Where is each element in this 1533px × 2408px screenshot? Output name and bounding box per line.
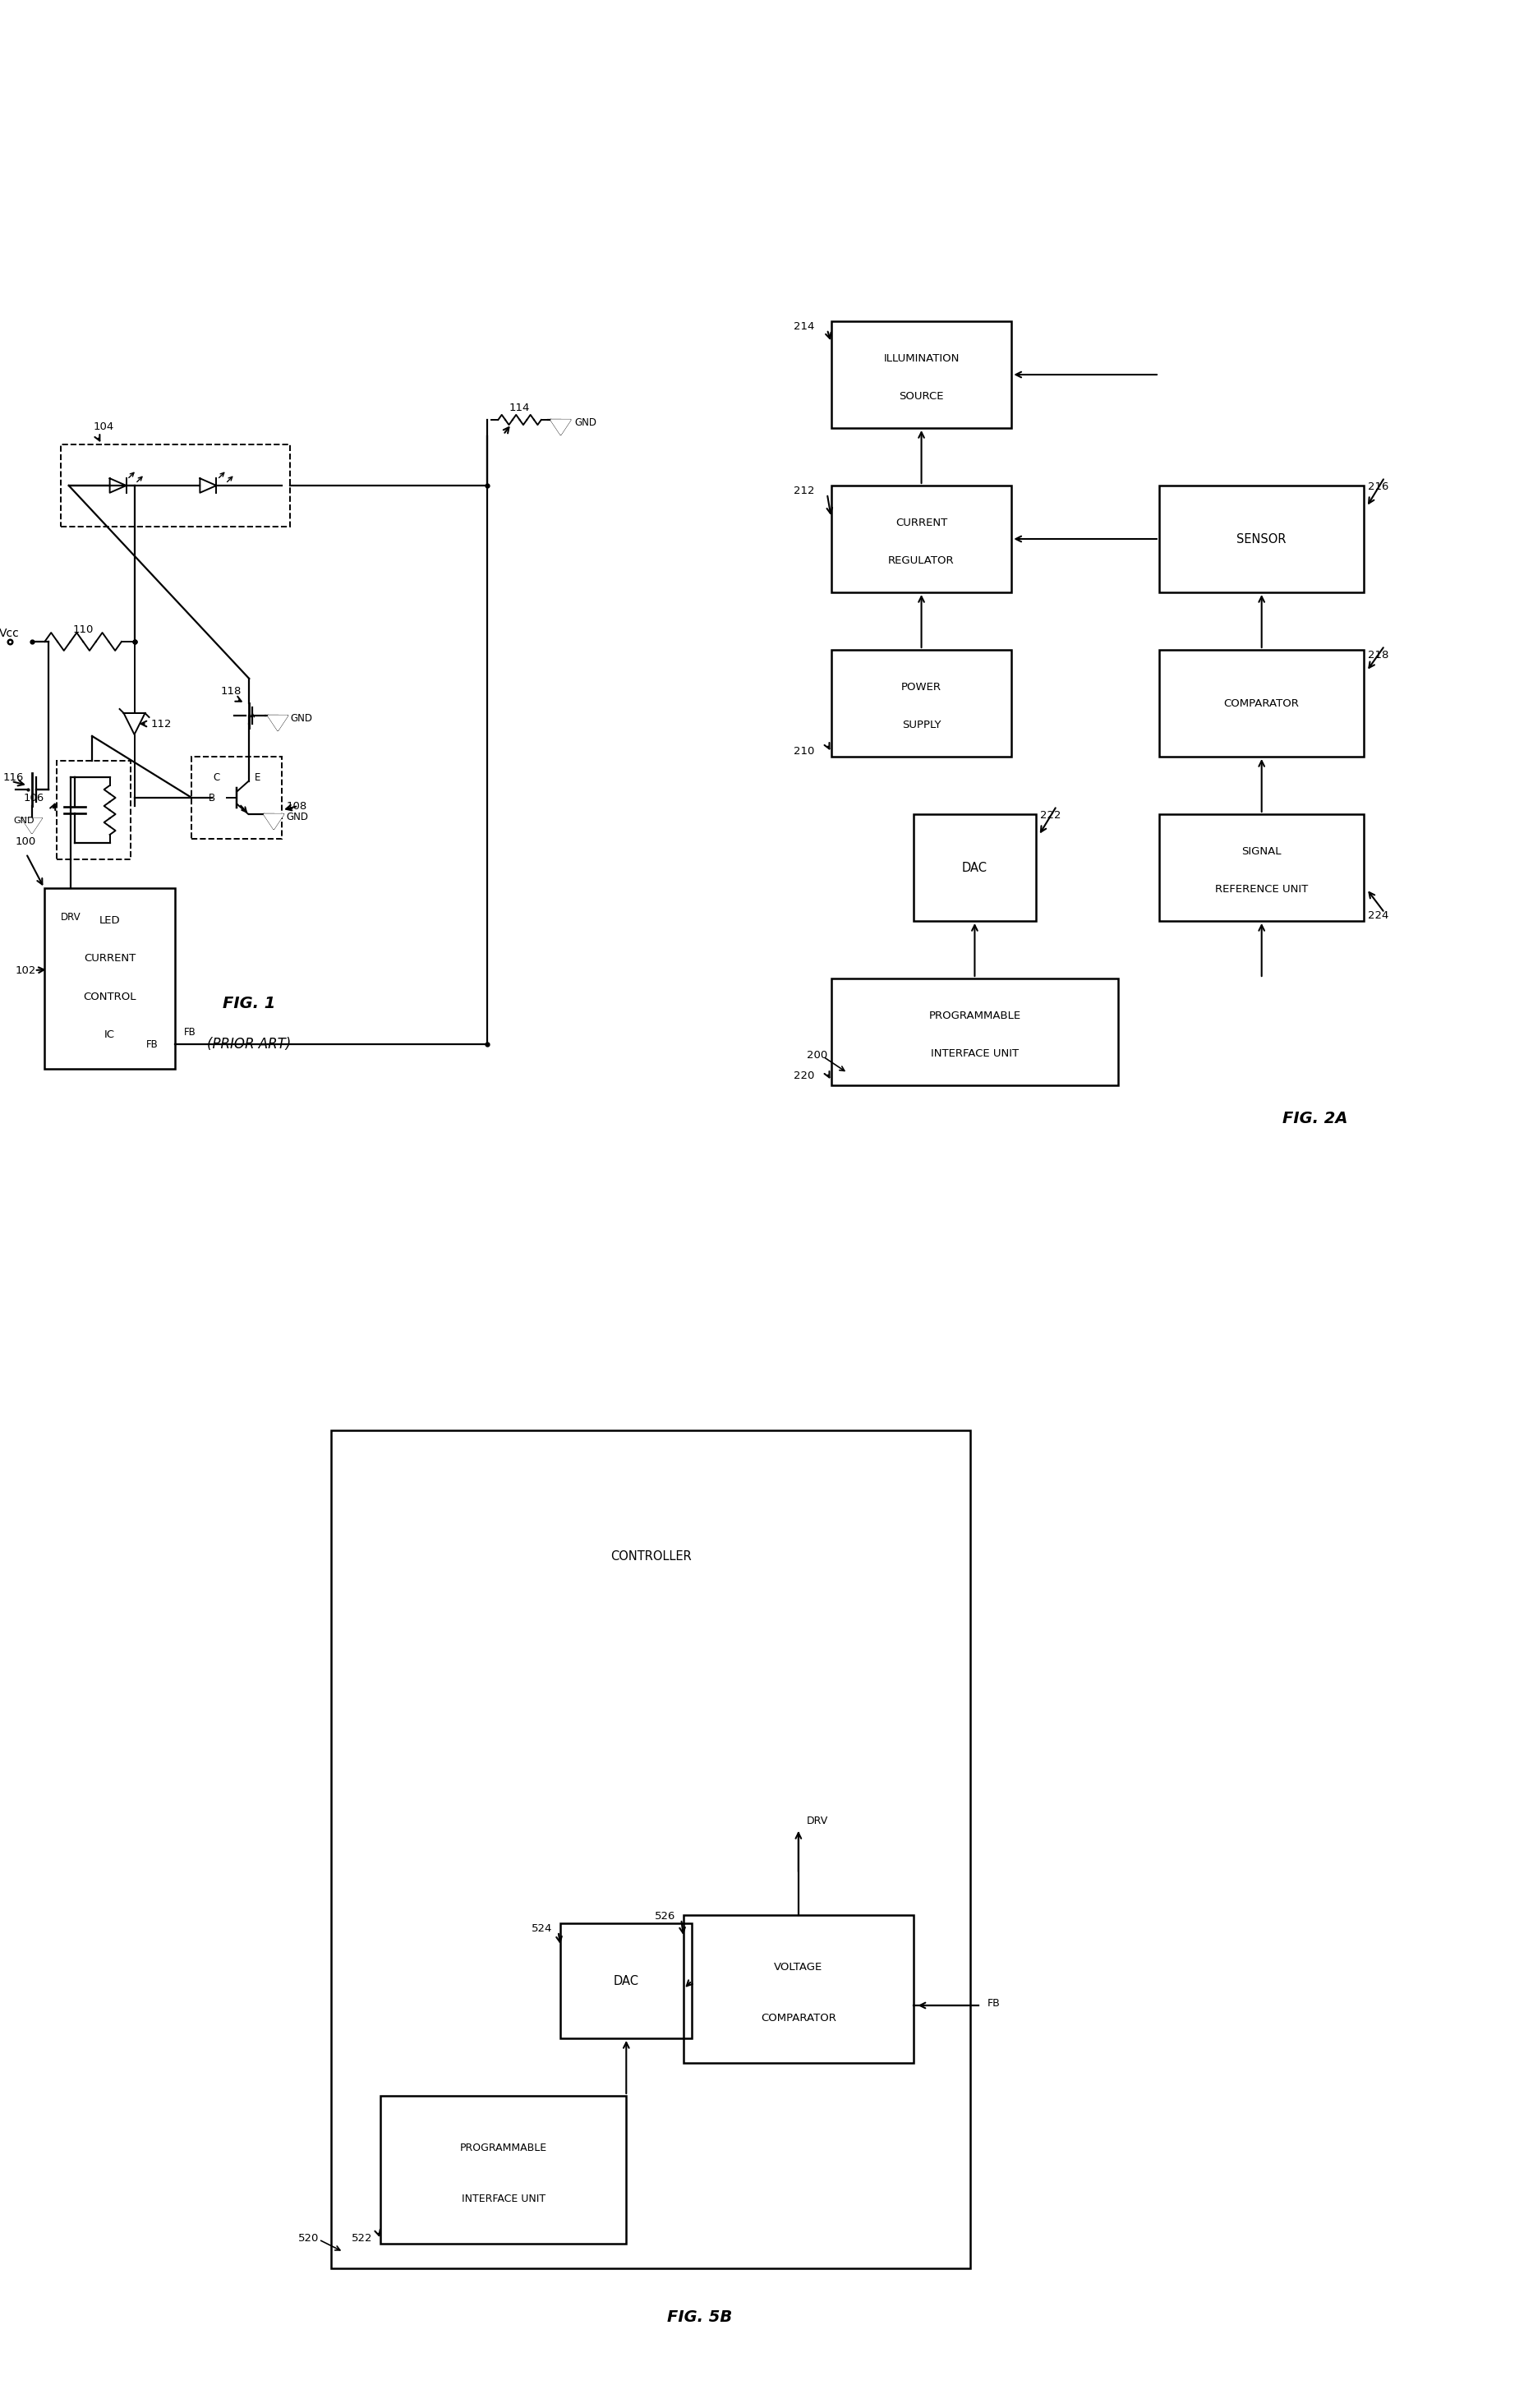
Polygon shape xyxy=(550,419,570,433)
Text: GND: GND xyxy=(287,811,308,821)
Text: DAC: DAC xyxy=(961,862,987,874)
Text: DAC: DAC xyxy=(613,1975,639,1987)
Text: FIG. 5B: FIG. 5B xyxy=(667,2309,733,2326)
Bar xyxy=(684,1914,914,2064)
Text: CONTROLLER: CONTROLLER xyxy=(610,1551,691,1563)
Bar xyxy=(380,2095,627,2244)
Text: DRV: DRV xyxy=(60,913,81,922)
Text: B: B xyxy=(208,792,216,804)
Text: 118: 118 xyxy=(221,686,241,696)
Bar xyxy=(831,486,1012,592)
Text: 216: 216 xyxy=(1369,482,1389,491)
Text: CURRENT: CURRENT xyxy=(895,518,947,527)
Text: FIG. 2A: FIG. 2A xyxy=(1282,1110,1348,1127)
Bar xyxy=(561,1924,691,2037)
Text: PROGRAMMABLE: PROGRAMMABLE xyxy=(460,2143,547,2153)
Text: SENSOR: SENSOR xyxy=(1237,532,1286,544)
Bar xyxy=(831,978,1118,1086)
Text: DRV: DRV xyxy=(806,1816,828,1825)
Text: CURRENT: CURRENT xyxy=(84,954,136,963)
Polygon shape xyxy=(199,479,216,494)
Text: INTERFACE UNIT: INTERFACE UNIT xyxy=(461,2194,546,2206)
Text: 114: 114 xyxy=(509,402,530,412)
Text: 212: 212 xyxy=(794,486,816,496)
Text: INTERFACE UNIT: INTERFACE UNIT xyxy=(931,1047,1019,1060)
Text: 224: 224 xyxy=(1369,910,1389,920)
Text: C: C xyxy=(213,773,219,783)
Bar xyxy=(831,320,1012,429)
Text: FB: FB xyxy=(146,1038,158,1050)
Text: IC: IC xyxy=(104,1028,115,1040)
Bar xyxy=(914,814,1036,920)
Text: 106: 106 xyxy=(23,792,44,804)
Text: 220: 220 xyxy=(794,1072,816,1081)
Text: FB: FB xyxy=(987,1999,1000,2008)
Text: 110: 110 xyxy=(72,624,94,636)
Text: 218: 218 xyxy=(1369,650,1389,660)
Text: GND: GND xyxy=(290,713,313,722)
Text: FIG. 1: FIG. 1 xyxy=(222,995,276,1011)
Text: E: E xyxy=(254,773,261,783)
Bar xyxy=(192,756,282,838)
Text: SOURCE: SOURCE xyxy=(898,390,944,402)
Text: 520: 520 xyxy=(299,2232,319,2244)
Text: 102: 102 xyxy=(15,966,37,975)
Bar xyxy=(1159,650,1364,756)
Text: GND: GND xyxy=(575,417,596,429)
Text: 222: 222 xyxy=(1041,809,1061,821)
Text: COMPARATOR: COMPARATOR xyxy=(1223,698,1300,708)
Text: POWER: POWER xyxy=(901,681,941,694)
Bar xyxy=(61,445,290,527)
Text: 200: 200 xyxy=(806,1050,828,1060)
Text: GND: GND xyxy=(14,816,34,826)
Text: VOLTAGE: VOLTAGE xyxy=(774,1963,823,1972)
Text: LED: LED xyxy=(100,915,120,927)
Polygon shape xyxy=(124,713,146,734)
Text: SIGNAL: SIGNAL xyxy=(1242,845,1282,857)
Text: FB: FB xyxy=(184,1026,196,1038)
Polygon shape xyxy=(21,819,41,833)
Text: 100: 100 xyxy=(15,836,37,848)
Polygon shape xyxy=(110,479,126,494)
Bar xyxy=(331,1430,970,2268)
Text: Vcc: Vcc xyxy=(0,628,20,638)
Polygon shape xyxy=(268,715,288,730)
Text: 116: 116 xyxy=(3,773,25,783)
Bar xyxy=(44,889,175,1069)
Bar xyxy=(57,761,130,860)
Text: 214: 214 xyxy=(794,320,816,332)
Bar xyxy=(1159,814,1364,920)
Text: 112: 112 xyxy=(150,718,172,730)
Bar xyxy=(831,650,1012,756)
Polygon shape xyxy=(264,814,284,828)
Text: REFERENCE UNIT: REFERENCE UNIT xyxy=(1216,884,1308,893)
Text: 104: 104 xyxy=(94,421,113,431)
Text: 522: 522 xyxy=(351,2232,373,2244)
Text: 526: 526 xyxy=(655,1912,676,1922)
Text: 108: 108 xyxy=(287,799,307,811)
Text: SUPPLY: SUPPLY xyxy=(901,720,941,730)
Bar xyxy=(1159,486,1364,592)
Text: COMPARATOR: COMPARATOR xyxy=(760,2013,835,2023)
Text: PROGRAMMABLE: PROGRAMMABLE xyxy=(929,1011,1021,1021)
Text: REGULATOR: REGULATOR xyxy=(888,554,955,566)
Text: 524: 524 xyxy=(532,1924,552,1934)
Text: (PRIOR ART): (PRIOR ART) xyxy=(207,1038,291,1052)
Text: CONTROL: CONTROL xyxy=(83,992,136,1002)
Text: 210: 210 xyxy=(794,746,816,756)
Text: ILLUMINATION: ILLUMINATION xyxy=(883,354,960,364)
